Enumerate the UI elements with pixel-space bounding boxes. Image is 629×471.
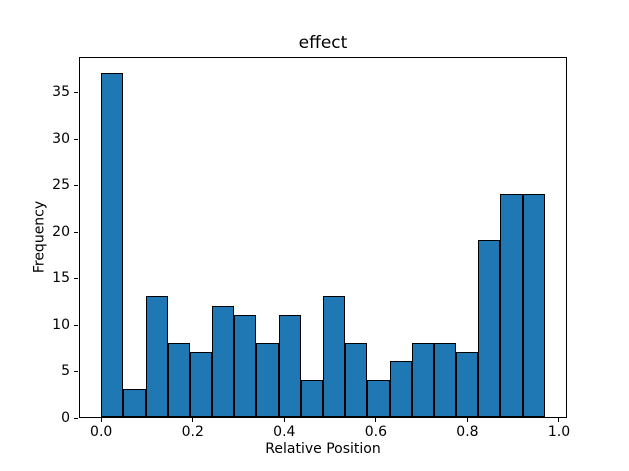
histogram-bar <box>345 342 368 417</box>
x-tick-label: 0.8 <box>456 424 479 440</box>
x-tick-label: 0.6 <box>364 424 387 440</box>
y-tick-label: 5 <box>61 363 70 380</box>
histogram-bar <box>500 194 523 417</box>
y-tick-label: 10 <box>52 316 70 333</box>
histogram-bar <box>256 342 279 417</box>
histogram-bar <box>411 342 434 417</box>
histogram-bar <box>234 314 257 417</box>
histogram-bar <box>478 240 501 417</box>
y-tick-label: 0 <box>61 409 70 426</box>
x-tick-mark <box>558 418 560 422</box>
y-tick-mark <box>74 278 78 280</box>
y-tick-mark <box>74 231 78 233</box>
x-tick-label: 0.4 <box>273 424 296 440</box>
chart-title: effect <box>298 33 348 53</box>
plot-area <box>79 57 567 418</box>
x-tick-mark <box>375 418 377 422</box>
histogram-bar <box>367 379 390 417</box>
y-tick-label: 20 <box>52 223 70 240</box>
histogram-bar <box>145 296 168 417</box>
histogram-bar <box>300 379 323 417</box>
histogram-bar <box>433 342 457 417</box>
x-axis-label: Relative Position <box>265 441 381 457</box>
histogram-bar <box>167 342 190 417</box>
x-tick-mark <box>100 418 102 422</box>
y-tick-mark <box>74 417 78 419</box>
histogram-bar <box>212 305 235 417</box>
histogram-bar <box>189 351 213 417</box>
y-tick-mark <box>74 185 78 187</box>
x-tick-mark <box>283 418 285 422</box>
x-tick-mark <box>192 418 194 422</box>
y-tick-mark <box>74 324 78 326</box>
y-tick-mark <box>74 92 78 94</box>
x-tick-mark <box>466 418 468 422</box>
histogram-bar <box>389 361 412 417</box>
y-tick-label: 25 <box>52 177 70 194</box>
y-tick-label: 30 <box>52 130 70 147</box>
histogram-bar <box>456 351 479 417</box>
histogram-bar <box>278 314 301 417</box>
y-tick-label: 35 <box>52 84 70 101</box>
histogram-bar <box>101 73 124 417</box>
histogram-bar <box>522 194 545 417</box>
y-tick-label: 15 <box>52 270 70 287</box>
y-tick-mark <box>74 371 78 373</box>
histogram-bar <box>323 296 346 417</box>
x-tick-label: 0.0 <box>90 424 113 440</box>
x-tick-label: 0.2 <box>181 424 204 440</box>
y-tick-mark <box>74 138 78 140</box>
x-tick-label: 1.0 <box>547 424 571 440</box>
histogram-bar <box>123 389 146 417</box>
